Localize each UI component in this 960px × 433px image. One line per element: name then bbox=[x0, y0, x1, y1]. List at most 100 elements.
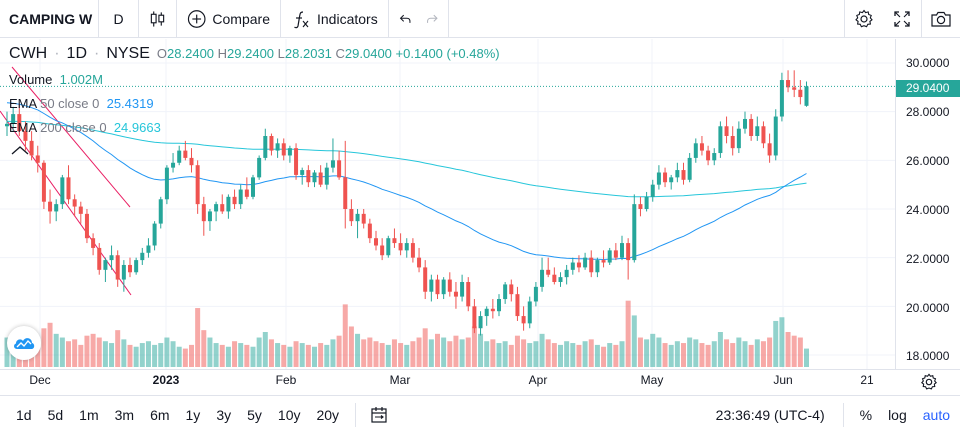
price-tick: 26.0000 bbox=[906, 154, 950, 168]
candle-body bbox=[583, 257, 588, 268]
candle bbox=[656, 165, 661, 190]
candle-body bbox=[423, 267, 428, 292]
candle bbox=[515, 286, 520, 321]
candle bbox=[798, 80, 803, 105]
volume-bar bbox=[539, 333, 545, 367]
candle bbox=[687, 153, 692, 183]
range-5d-button[interactable]: 5d bbox=[47, 406, 64, 423]
percent-toggle[interactable]: % bbox=[859, 406, 873, 423]
candle bbox=[35, 145, 40, 173]
volume-legend[interactable]: Volume 1.002M bbox=[9, 72, 103, 87]
candle bbox=[109, 245, 114, 270]
chart-type-button[interactable] bbox=[139, 0, 177, 37]
candle-body bbox=[441, 279, 446, 295]
candle bbox=[601, 250, 606, 268]
volume-bar bbox=[564, 341, 570, 367]
volume-bar bbox=[471, 326, 477, 367]
candle bbox=[41, 160, 46, 209]
candle-body bbox=[60, 177, 65, 205]
volume-bar bbox=[330, 339, 336, 367]
redo-icon[interactable] bbox=[426, 11, 439, 27]
volume-bar bbox=[613, 344, 619, 367]
range-5y-button[interactable]: 5y bbox=[247, 406, 262, 423]
undo-icon[interactable] bbox=[399, 11, 412, 27]
fullscreen-button[interactable] bbox=[883, 0, 921, 38]
price-chart[interactable] bbox=[0, 39, 895, 370]
candle-body bbox=[804, 86, 809, 106]
clock-label[interactable]: 23:36:49 (UTC-4) bbox=[715, 406, 825, 423]
candle-body bbox=[558, 277, 563, 282]
candle bbox=[509, 279, 514, 302]
candle-body bbox=[294, 148, 299, 175]
axis-settings-icon[interactable] bbox=[920, 373, 938, 391]
volume-bar bbox=[736, 337, 742, 367]
volume-bar bbox=[551, 343, 557, 367]
candle-body bbox=[361, 213, 366, 224]
candle-body bbox=[66, 177, 71, 200]
log-toggle[interactable]: log bbox=[888, 406, 907, 423]
range-6m-button[interactable]: 6m bbox=[150, 406, 170, 423]
price-tick: 20.0000 bbox=[906, 301, 950, 315]
ema200-legend[interactable]: EMA 200 close 0 24.9663 bbox=[9, 120, 161, 135]
candle-body bbox=[349, 209, 354, 222]
interval-button[interactable]: D bbox=[99, 0, 139, 37]
candle-body bbox=[743, 118, 747, 129]
volume-bar bbox=[182, 348, 188, 367]
range-1y-button[interactable]: 1y bbox=[185, 406, 201, 423]
indicators-button[interactable]: Indicators bbox=[281, 0, 389, 37]
candle bbox=[312, 170, 317, 188]
range-1d-button[interactable]: 1d bbox=[16, 406, 32, 423]
volume-bar bbox=[219, 344, 225, 367]
volume-bar bbox=[773, 320, 779, 367]
volume-bar bbox=[558, 344, 563, 367]
range-3y-button[interactable]: 3y bbox=[216, 406, 232, 423]
candle bbox=[576, 255, 581, 273]
candle-body bbox=[232, 196, 237, 205]
candle bbox=[343, 140, 348, 229]
ema50-legend[interactable]: EMA 50 close 0 25.4319 bbox=[9, 96, 154, 111]
range-20y-button[interactable]: 20y bbox=[316, 406, 340, 423]
candle-body bbox=[681, 170, 686, 180]
range-3m-button[interactable]: 3m bbox=[114, 406, 135, 423]
range-10y-button[interactable]: 10y bbox=[277, 406, 301, 423]
volume-bar bbox=[594, 344, 600, 367]
volume-bar bbox=[644, 339, 650, 367]
candle-body bbox=[91, 238, 96, 248]
legend-collapse-icon[interactable] bbox=[9, 143, 31, 159]
tradingview-logo[interactable] bbox=[7, 326, 41, 360]
volume-bar bbox=[275, 343, 281, 367]
candle-body bbox=[306, 170, 311, 183]
snapshot-button[interactable] bbox=[922, 0, 960, 38]
volume-bar bbox=[410, 341, 416, 367]
candle-body bbox=[484, 308, 489, 317]
candle bbox=[11, 106, 16, 132]
settings-button[interactable] bbox=[845, 0, 883, 38]
legend-exchange: NYSE bbox=[106, 45, 150, 62]
candle-body bbox=[128, 264, 132, 273]
volume-bar bbox=[545, 339, 551, 367]
candle bbox=[786, 70, 791, 93]
range-1m-button[interactable]: 1m bbox=[79, 406, 99, 423]
symbol-search-button[interactable]: CAMPING W bbox=[0, 0, 99, 37]
candle bbox=[441, 277, 446, 300]
volume-bar bbox=[84, 335, 90, 367]
date-range-icon[interactable] bbox=[370, 406, 388, 424]
volume-bar bbox=[391, 339, 397, 367]
volume-bar bbox=[514, 335, 520, 367]
candle bbox=[589, 250, 594, 278]
candle-body bbox=[564, 269, 569, 278]
volume-bar bbox=[47, 322, 53, 367]
volume-bar bbox=[225, 346, 231, 367]
candle bbox=[773, 109, 778, 161]
volume-bar bbox=[59, 337, 65, 367]
volume-bar bbox=[96, 337, 102, 367]
price-tick: 28.0000 bbox=[906, 105, 950, 119]
compare-button[interactable]: Compare bbox=[177, 0, 281, 37]
auto-toggle[interactable]: auto bbox=[922, 406, 950, 423]
volume-bar bbox=[767, 337, 773, 367]
candle bbox=[453, 282, 458, 309]
candle-body bbox=[613, 250, 618, 258]
ema200-legend-param: 200 close 0 bbox=[40, 120, 107, 135]
volume-bar bbox=[576, 344, 582, 367]
volume-bar bbox=[478, 333, 484, 367]
